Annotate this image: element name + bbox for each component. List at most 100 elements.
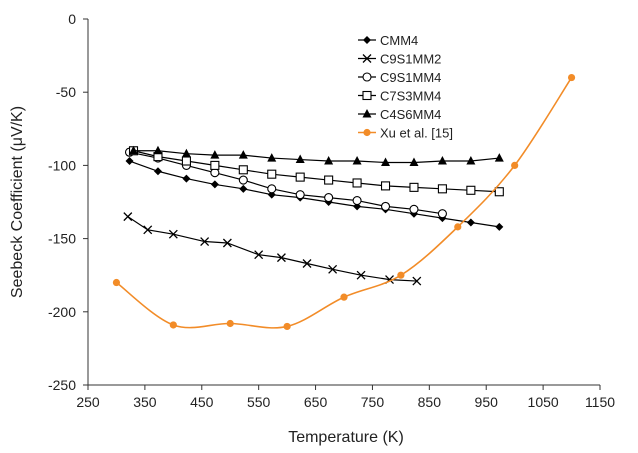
x-tick-label: 550 (247, 394, 271, 410)
series-xu-et-al-15 (112, 73, 576, 331)
data-point (437, 209, 447, 219)
data-point (181, 148, 191, 158)
legend-item: C9S1MM2 (358, 52, 441, 67)
data-point (381, 157, 391, 166)
data-point (466, 156, 476, 165)
legend-label: C9S1MM4 (380, 70, 441, 85)
data-point (168, 229, 178, 239)
data-point (129, 145, 139, 155)
legend-label: C4S6MM4 (380, 107, 441, 122)
series-line (115, 77, 573, 329)
data-point (352, 156, 362, 165)
y-tick-label: 0 (68, 11, 76, 27)
data-point (352, 178, 362, 188)
series-layer (112, 73, 576, 331)
series-c9s1mm2 (123, 212, 422, 286)
series-line (127, 216, 417, 282)
data-point (324, 156, 334, 165)
x-tick-label: 750 (361, 394, 385, 410)
data-point (267, 153, 277, 162)
data-point (210, 160, 220, 170)
x-axis-title: Temperature (K) (288, 429, 404, 446)
legend-marker (362, 90, 372, 101)
data-point (254, 250, 264, 260)
data-point (466, 218, 475, 227)
data-point (340, 293, 348, 301)
x-tick-label: 350 (133, 394, 157, 410)
x-tick-label: 1050 (528, 394, 559, 410)
data-point (356, 270, 366, 280)
y-tick-label: -50 (56, 84, 76, 100)
data-point (267, 169, 277, 179)
data-point (112, 278, 121, 287)
data-point (409, 204, 419, 214)
x-tick-label: 950 (475, 394, 499, 410)
data-point (181, 156, 191, 166)
data-point (494, 187, 504, 197)
y-tick-label: -150 (48, 231, 76, 247)
data-point (143, 225, 153, 235)
data-point (125, 157, 134, 166)
legend-item: C9S1MM4 (358, 70, 441, 85)
legend-label: C9S1MM2 (380, 52, 441, 67)
legend: CMM4 C9S1MM2 C9S1MM4 C7S3MM4 C4S6MM4 Xu et al… (358, 33, 453, 141)
legend-item: Xu et al. [15] (358, 126, 453, 141)
data-point (283, 322, 291, 331)
y-tick-label: -100 (48, 157, 76, 173)
data-point (324, 175, 334, 185)
data-point (295, 190, 305, 200)
series-cmm4 (125, 157, 504, 231)
data-point (437, 184, 447, 194)
data-point (412, 276, 422, 286)
data-point (495, 222, 504, 231)
data-point (239, 184, 248, 193)
legend-marker (363, 128, 371, 137)
data-point (238, 165, 248, 175)
x-tick-label: 650 (304, 394, 328, 410)
data-point (409, 182, 419, 192)
data-point (295, 154, 305, 164)
data-point (153, 145, 163, 155)
data-point (454, 223, 462, 231)
data-point (567, 73, 576, 82)
data-point (238, 150, 248, 159)
axes: 250 350 450 550 650 750 850 950 1050 1150 0 -50 -100… (48, 11, 615, 410)
data-point (153, 167, 162, 176)
data-point (276, 253, 286, 263)
data-point (302, 259, 312, 268)
legend-item: C4S6MM4 (358, 107, 441, 122)
data-point (226, 319, 234, 328)
legend-label: Xu et al. [15] (380, 126, 453, 141)
data-point (397, 271, 405, 279)
data-point (210, 180, 219, 189)
x-tick-label: 850 (418, 394, 442, 410)
y-axis-title: Seebeck Coefficient (μV/K) (9, 106, 26, 298)
x-tick-label: 1150 (585, 394, 615, 410)
data-point (409, 157, 419, 166)
series-c4s6mm4 (129, 145, 504, 166)
legend-item: C7S3MM4 (358, 89, 441, 104)
data-point (324, 193, 334, 203)
y-tick-label: -250 (48, 377, 76, 393)
legend-label: CMM4 (380, 33, 418, 48)
data-point (267, 184, 277, 194)
data-point (123, 212, 133, 222)
data-point (295, 172, 305, 182)
legend-marker (362, 109, 372, 118)
legend-marker (363, 36, 371, 44)
data-point (222, 238, 232, 248)
legend-marker (362, 72, 372, 82)
y-tick-label: -200 (48, 304, 76, 320)
x-tick-label: 250 (76, 394, 100, 410)
data-point (352, 195, 362, 206)
data-point (169, 321, 177, 329)
data-point (380, 201, 391, 211)
series-line (133, 150, 500, 193)
series-line (129, 151, 443, 215)
legend-label: C7S3MM4 (380, 89, 441, 104)
data-point (210, 150, 220, 159)
legend-marker (362, 54, 372, 63)
series-line (133, 150, 500, 164)
